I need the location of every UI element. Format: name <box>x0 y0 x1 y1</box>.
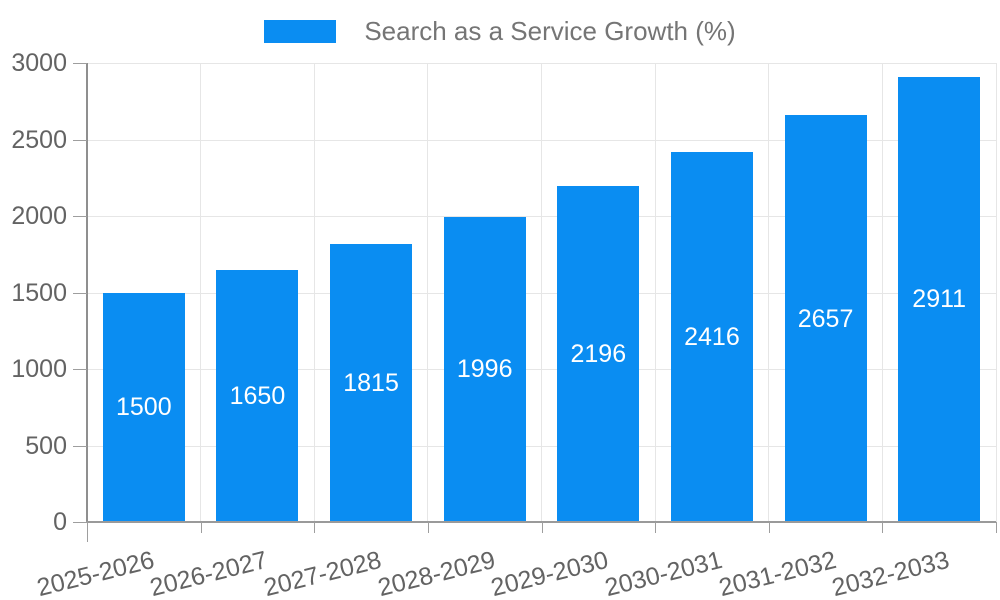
chart-legend: Search as a Service Growth (%) <box>0 16 1000 47</box>
gridline-vertical <box>768 63 770 522</box>
bar-2028-2029[interactable] <box>443 216 526 522</box>
x-axis-tick <box>427 522 429 533</box>
x-axis-tick <box>200 522 202 533</box>
x-axis-tick <box>314 522 316 533</box>
y-axis-label: 500 <box>25 431 67 460</box>
bar-value-label: 2416 <box>684 323 740 352</box>
bar-2026-2027[interactable] <box>216 269 299 522</box>
y-axis-label: 0 <box>53 508 67 536</box>
x-axis-tick <box>882 522 884 533</box>
x-axis-tick <box>655 522 657 533</box>
x-axis-tick <box>768 522 770 533</box>
bar-value-label: 1996 <box>456 355 513 384</box>
legend-label: Search as a Service Growth (%) <box>364 16 736 46</box>
x-axis-tick <box>996 522 997 533</box>
gridline-vertical <box>541 63 542 522</box>
bar-value-label: 1815 <box>343 369 399 398</box>
x-axis-tick <box>87 522 88 542</box>
gridline-vertical <box>881 63 883 522</box>
bar-2025-2026[interactable] <box>102 292 185 522</box>
y-axis-tick <box>73 369 87 370</box>
y-axis-label: 3000 <box>11 49 67 77</box>
y-axis-label: 2500 <box>11 125 67 154</box>
gridline-vertical <box>313 63 315 522</box>
gridline-vertical <box>200 63 202 522</box>
x-axis-line <box>86 521 996 523</box>
bar-2027-2028[interactable] <box>330 244 413 522</box>
bar-value-label: 2657 <box>797 304 854 333</box>
gridline-vertical <box>427 63 429 522</box>
bar-2029-2030[interactable] <box>557 186 640 522</box>
plot-area <box>87 63 997 522</box>
y-axis-label: 2000 <box>11 202 67 230</box>
y-axis-label: 1500 <box>11 278 67 307</box>
y-axis-tick <box>73 216 87 217</box>
y-axis-tick <box>73 139 87 141</box>
y-axis-line <box>86 63 88 523</box>
x-axis-tick <box>541 522 543 533</box>
bar-value-label: 2911 <box>912 285 967 314</box>
gridline-vertical <box>995 63 997 522</box>
y-axis-tick <box>73 63 87 64</box>
y-axis-tick <box>73 445 87 447</box>
y-axis-label: 1000 <box>11 355 67 383</box>
bar-2032-2033[interactable] <box>898 76 981 522</box>
bar-value-label: 1650 <box>229 381 286 410</box>
gridline-vertical <box>654 63 656 522</box>
bar-value-label: 2196 <box>570 340 627 368</box>
bar-value-label: 1500 <box>116 393 172 422</box>
legend-swatch[interactable] <box>264 20 337 43</box>
bar-2031-2032[interactable] <box>784 115 867 522</box>
y-axis-tick <box>73 522 87 523</box>
bar-2030-2031[interactable] <box>670 152 753 522</box>
y-axis-tick <box>73 292 87 294</box>
